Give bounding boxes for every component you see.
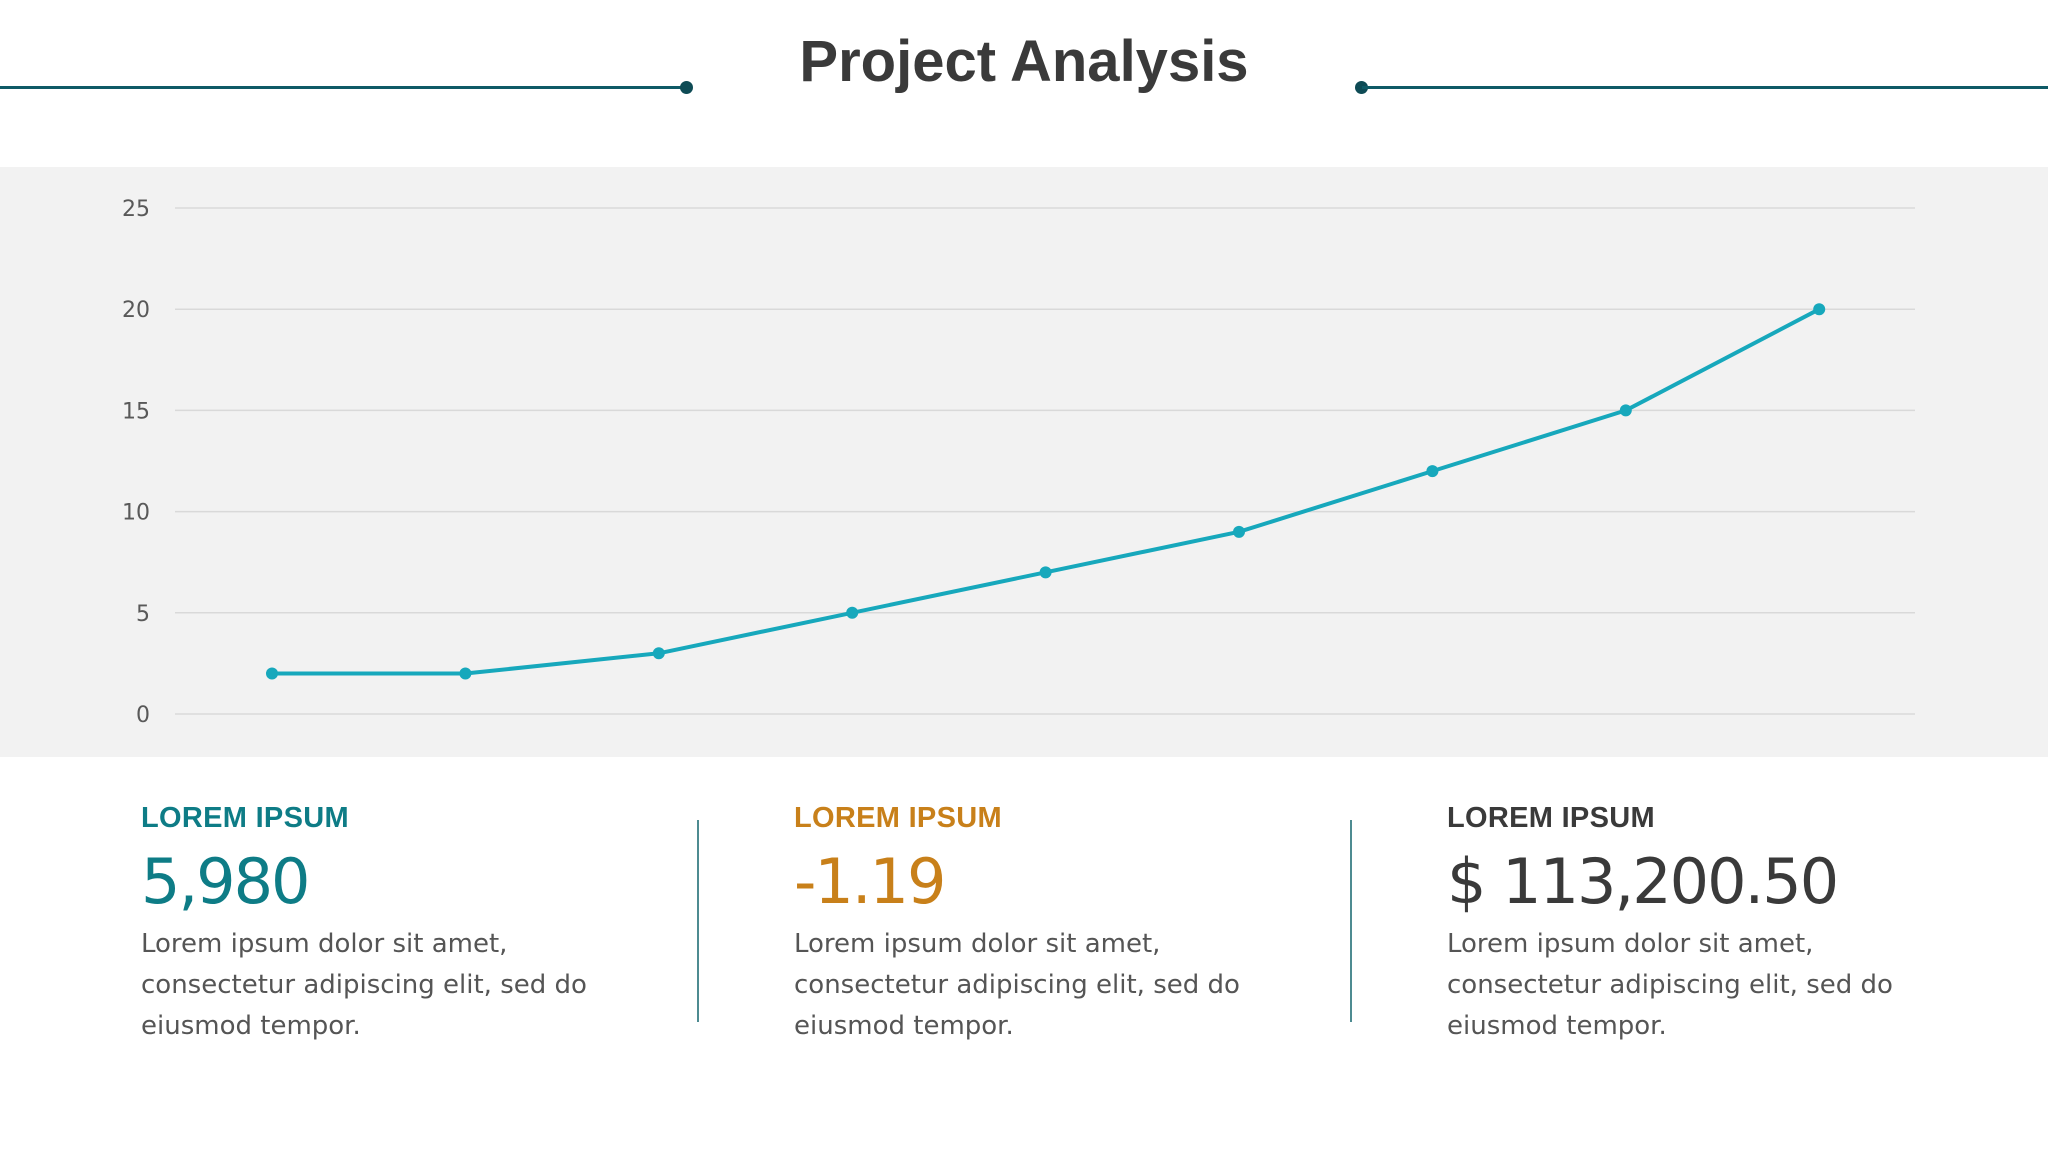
slide-header: Project Analysis [0, 0, 2048, 168]
kpi-value: -1.19 [794, 845, 946, 918]
kpi-value: $ 113,200.50 [1447, 845, 1839, 918]
data-point [1426, 465, 1439, 478]
line-chart: 0 5 10 15 20 25 [122, 197, 1915, 728]
title-rule-left [0, 86, 686, 89]
chart-series [266, 303, 1826, 680]
series-line [272, 307, 1821, 676]
data-point [652, 647, 665, 660]
kpi-card-3: LOREM IPSUM $ 113,200.50 Lorem ipsum dol… [1447, 800, 1967, 1047]
y-tick-label: 10 [122, 501, 150, 526]
chart-panel: 0 5 10 15 20 25 [0, 167, 2048, 757]
title-rule-right-dot [1355, 81, 1368, 94]
data-point [1039, 566, 1052, 579]
kpi-title: LOREM IPSUM [794, 802, 1002, 834]
data-point [266, 667, 278, 680]
y-tick-label: 20 [122, 298, 150, 323]
y-axis-ticks: 0 5 10 15 20 25 [122, 197, 150, 728]
kpi-description: Lorem ipsum dolor sit amet, consectetur … [141, 929, 587, 1041]
title-rule-right [1362, 86, 2048, 89]
page-title: Project Analysis [799, 29, 1249, 94]
y-tick-label: 0 [136, 703, 150, 728]
kpi-divider [1350, 820, 1352, 1022]
kpi-title: LOREM IPSUM [141, 802, 349, 834]
data-point [1619, 404, 1632, 417]
kpi-description: Lorem ipsum dolor sit amet, consectetur … [794, 929, 1240, 1041]
data-point [1813, 303, 1826, 316]
data-point [459, 667, 472, 680]
data-point [1233, 525, 1245, 538]
y-tick-label: 15 [122, 399, 150, 424]
kpi-card-1: LOREM IPSUM 5,980 Lorem ipsum dolor sit … [141, 800, 661, 1047]
y-tick-label: 5 [136, 602, 150, 627]
kpi-divider [697, 820, 699, 1022]
kpi-title: LOREM IPSUM [1447, 802, 1655, 834]
kpi-card-2: LOREM IPSUM -1.19 Lorem ipsum dolor sit … [794, 800, 1314, 1047]
chart-gridlines [175, 207, 1915, 715]
kpi-value: 5,980 [141, 845, 311, 918]
kpi-description: Lorem ipsum dolor sit amet, consectetur … [1447, 929, 1893, 1041]
title-rule-left-dot [680, 81, 693, 94]
y-tick-label: 25 [122, 197, 150, 222]
data-point [846, 606, 859, 619]
